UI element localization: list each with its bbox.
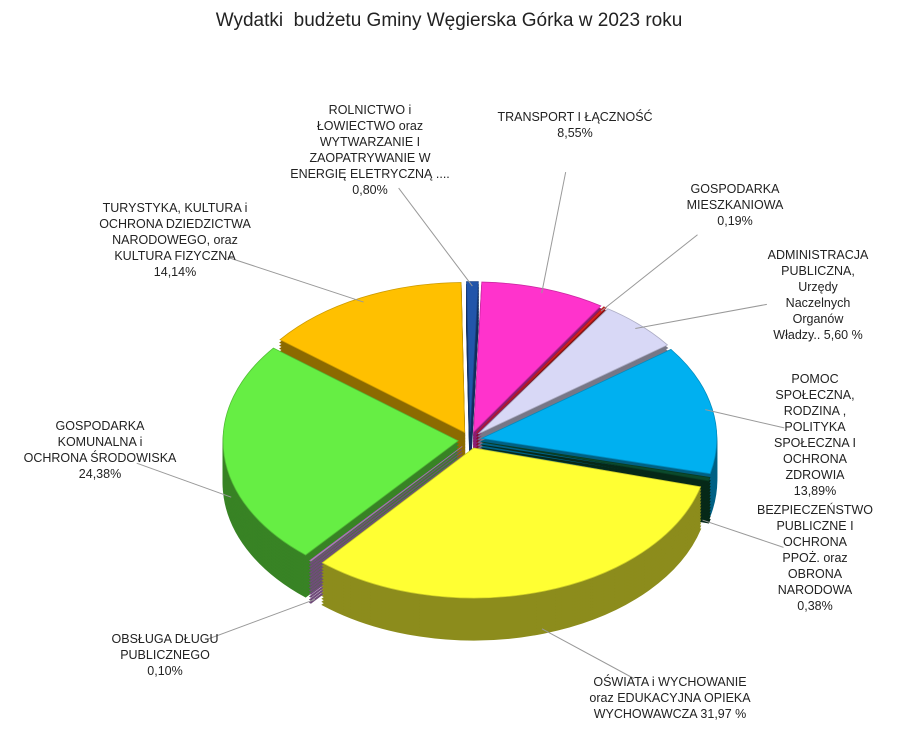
value-label: 0,38%	[797, 599, 833, 613]
value-label: 24,38%	[78, 467, 122, 481]
slice	[476, 306, 607, 434]
category-label: ROLNICTWO i ŁOWIECTWO oraz WYTWARZANIE I…	[290, 103, 450, 181]
slice-label: TRANSPORT I ŁĄCZNOŚĆ 8,55%	[497, 109, 652, 141]
leader-line	[206, 598, 316, 640]
slice	[279, 282, 466, 434]
value-label: 5,60 %	[823, 328, 863, 342]
leader-line	[600, 234, 698, 312]
value-label: 31,97 %	[700, 707, 747, 721]
leader-line	[227, 256, 364, 303]
leader-line	[705, 409, 785, 429]
slice	[466, 281, 479, 432]
category-label: TURYSTYKA, KULTURA i OCHRONA DZIEDZICTWA…	[99, 201, 251, 263]
slice	[473, 281, 602, 433]
slice-side	[308, 455, 463, 571]
category-label: BEZPIECZEŃSTWO PUBLICZNE I OCHRONA PPOŻ.…	[757, 503, 873, 597]
slice-label: BEZPIECZEŃSTWO PUBLICZNE I OCHRONA PPOŻ.…	[757, 502, 873, 614]
leader-line	[635, 303, 767, 329]
value-label: 8,55%	[557, 126, 593, 140]
leader-line	[541, 628, 635, 680]
slice-label: TURYSTYKA, KULTURA i OCHRONA DZIEDZICTWA…	[99, 200, 251, 280]
value-label: 0,10%	[147, 664, 183, 678]
slice	[481, 441, 711, 482]
category-label: ADMINISTRACJA PUBLICZNA, Urzędy Naczelny…	[767, 248, 869, 342]
leader-line	[702, 519, 784, 548]
value-label: 0,80%	[352, 183, 388, 197]
slice	[477, 308, 669, 435]
slice-label: GOSPODARKA KOMUNALNA i OCHRONA ŚRODOWISK…	[24, 418, 177, 482]
category-label: POMOC SPOŁECZNA, RODZINA , POLITYKA SPOŁ…	[774, 372, 856, 482]
slice-side	[308, 449, 463, 565]
slice	[222, 347, 459, 556]
slice-side	[481, 447, 711, 488]
value-label: 13,89%	[793, 484, 837, 498]
slice-label: GOSPODARKA MIESZKANIOWA 0,19%	[687, 181, 784, 229]
slice-side	[481, 444, 711, 485]
slice-label: ROLNICTWO i ŁOWIECTWO oraz WYTWARZANIE I…	[290, 102, 450, 198]
slice	[480, 348, 718, 475]
leader-line	[398, 187, 473, 287]
value-label: 14,14%	[153, 265, 197, 279]
slice-label: POMOC SPOŁECZNA, RODZINA , POLITYKA SPOŁ…	[774, 371, 857, 499]
value-label: 0,19%	[717, 214, 753, 228]
category-label: GOSPODARKA MIESZKANIOWA	[686, 182, 784, 212]
slice-side	[308, 452, 463, 568]
leader-line	[136, 462, 232, 498]
slice-label: OBSŁUGA DŁUGU PUBLICZNEGO 0,10%	[112, 631, 219, 679]
chart-title: Wydatki budżetu Gminy Węgierska Górka w …	[215, 10, 683, 31]
leader-line	[541, 171, 567, 294]
slice-label: OŚWIATA i WYCHOWANIE oraz EDUKACYJNA OPI…	[589, 674, 750, 722]
slice	[321, 447, 702, 599]
category-label: OBSŁUGA DŁUGU PUBLICZNEGO	[111, 632, 219, 662]
category-label: TRANSPORT I ŁĄCZNOŚĆ	[497, 110, 653, 124]
slice-label: ADMINISTRACJA PUBLICZNA, Urzędy Naczelny…	[768, 247, 869, 343]
category-label: OŚWIATA i WYCHOWANIE oraz EDUKACYJNA OPI…	[589, 675, 751, 721]
slice	[309, 446, 463, 562]
category-label: GOSPODARKA KOMUNALNA i OCHRONA ŚRODOWISK…	[23, 419, 177, 465]
